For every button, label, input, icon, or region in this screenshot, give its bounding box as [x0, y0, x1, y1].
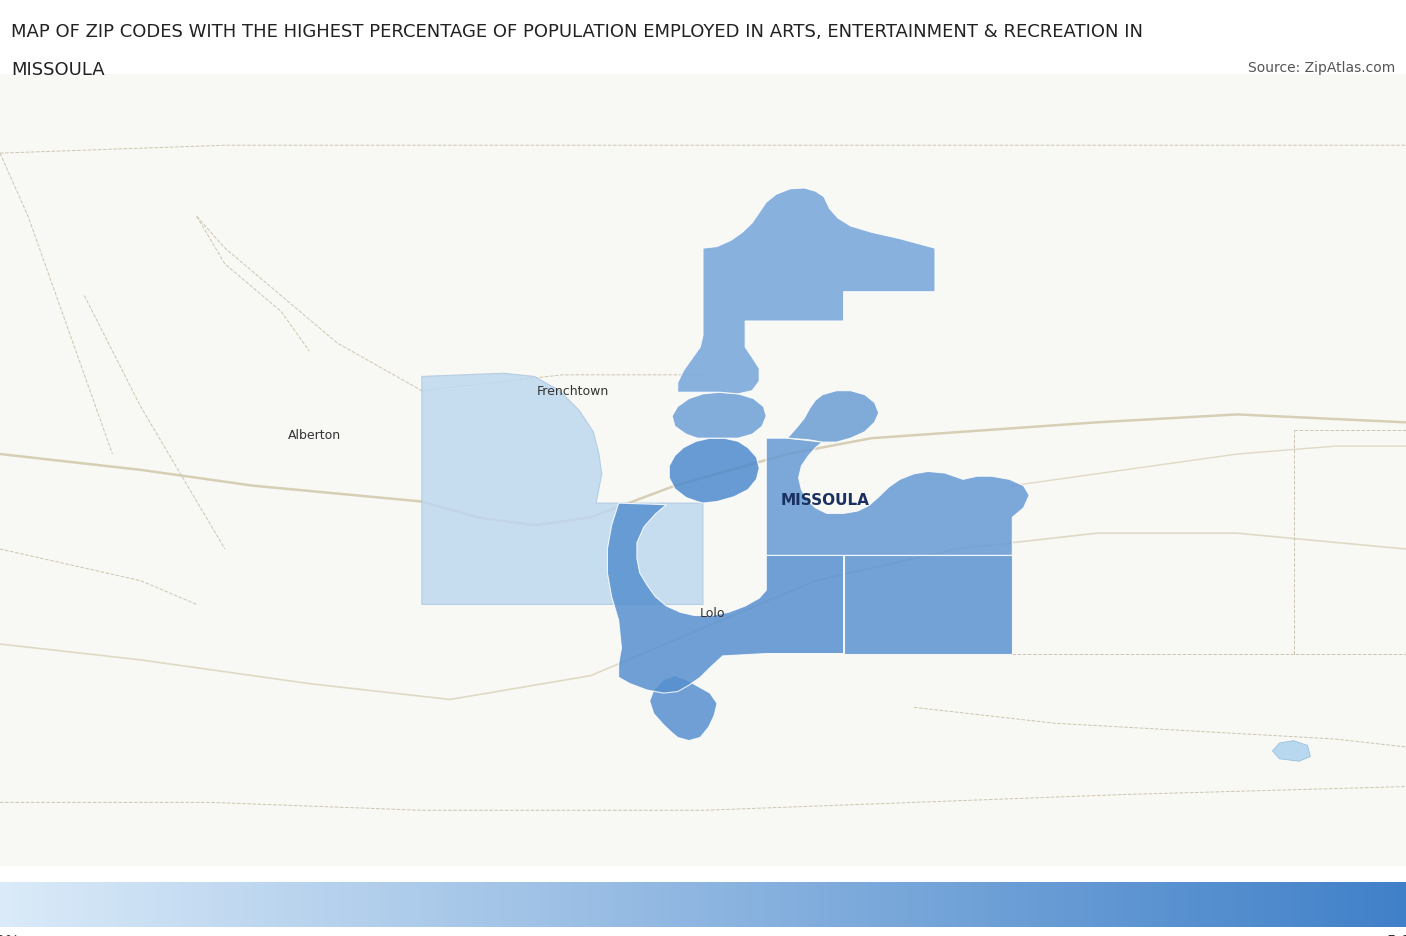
- Polygon shape: [678, 189, 935, 394]
- Polygon shape: [766, 556, 1012, 654]
- Polygon shape: [650, 676, 717, 740]
- Polygon shape: [672, 393, 766, 439]
- Text: MAP OF ZIP CODES WITH THE HIGHEST PERCENTAGE OF POPULATION EMPLOYED IN ARTS, ENT: MAP OF ZIP CODES WITH THE HIGHEST PERCEN…: [11, 23, 1143, 41]
- Polygon shape: [422, 373, 703, 605]
- Text: Alberton: Alberton: [288, 429, 342, 441]
- Polygon shape: [766, 439, 1029, 556]
- Text: MISSOULA: MISSOULA: [11, 61, 105, 79]
- Polygon shape: [1272, 740, 1310, 761]
- Text: Frenchtown: Frenchtown: [537, 385, 609, 398]
- Text: Source: ZipAtlas.com: Source: ZipAtlas.com: [1247, 61, 1395, 75]
- Text: Lolo: Lolo: [700, 607, 725, 620]
- Text: MISSOULA: MISSOULA: [780, 493, 869, 508]
- Polygon shape: [787, 391, 879, 443]
- Polygon shape: [607, 504, 844, 694]
- Polygon shape: [669, 439, 759, 504]
